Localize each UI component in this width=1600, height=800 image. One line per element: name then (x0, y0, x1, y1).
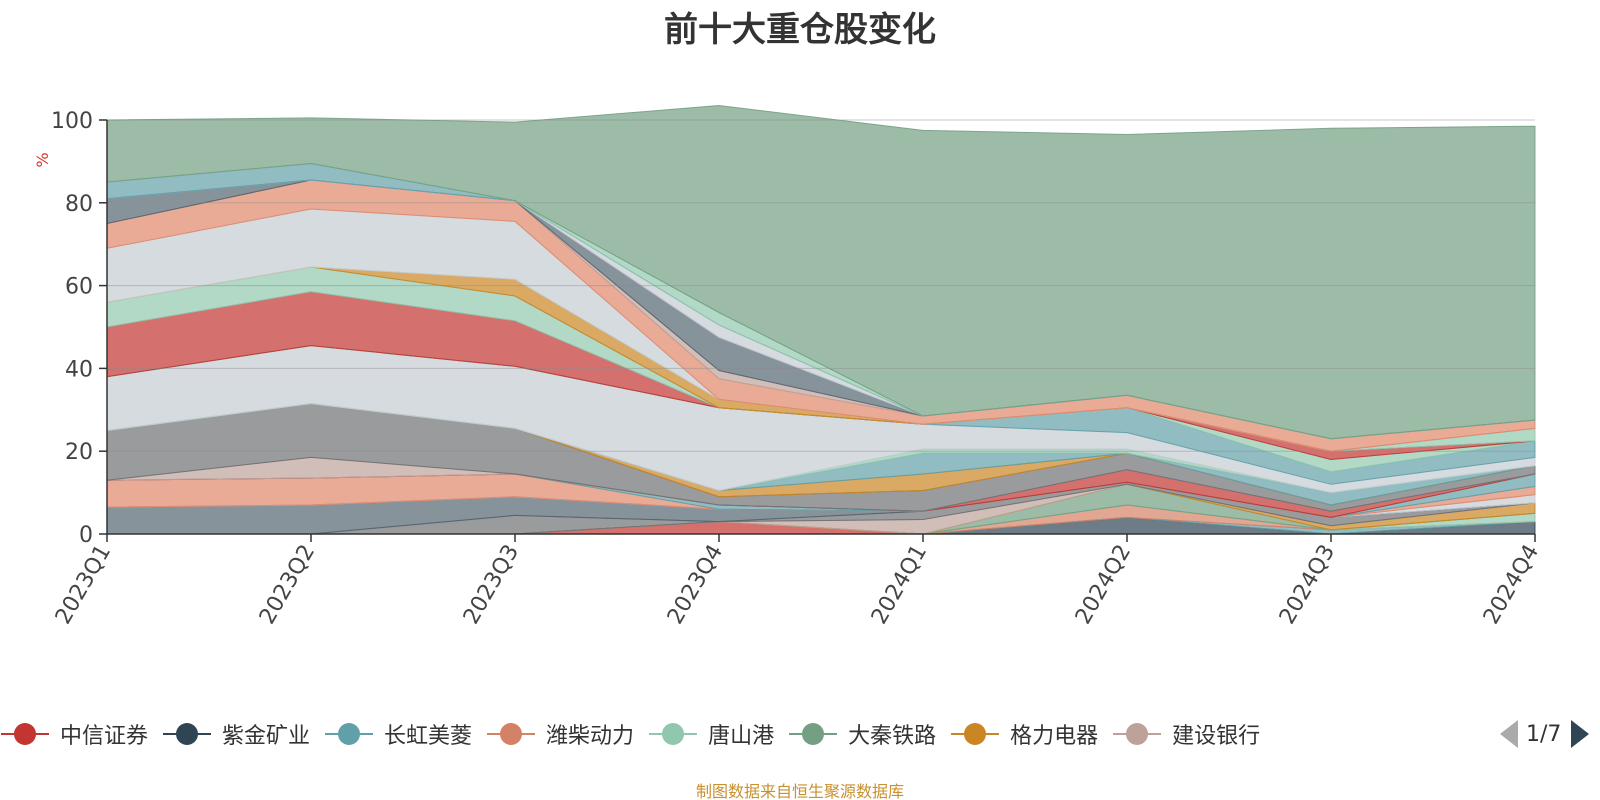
legend-label: 紫金矿业 (222, 724, 311, 749)
legend-item[interactable]: 大秦铁路 (788, 716, 936, 752)
legend-item[interactable]: 格力电器 (950, 716, 1098, 752)
area-series-33[interactable] (106, 104, 1536, 440)
area-layers (106, 104, 1536, 535)
legend-item[interactable]: 中信证券 (0, 716, 148, 752)
x-tick-label: 2024Q1 (867, 541, 932, 629)
legend-symbol-dot (14, 723, 36, 745)
legend-label: 唐山港 (708, 724, 775, 749)
legend-symbol-icon (1113, 723, 1162, 745)
legend-symbol-icon (487, 723, 536, 745)
legend-pager: 1/7 (1500, 716, 1590, 752)
legend-symbol-icon (325, 723, 374, 745)
legend: 中信证券 紫金矿业 长虹美菱 潍柴动力 唐山港 大秦铁路 格力电器 建设银行 (0, 716, 1490, 752)
x-tick-label: 2024Q2 (1071, 541, 1136, 629)
legend-next-page-icon[interactable] (1571, 720, 1590, 748)
legend-item[interactable]: 紫金矿业 (162, 716, 310, 752)
legend-symbol-icon (649, 723, 698, 745)
x-tick-label: 2024Q4 (1479, 541, 1544, 629)
y-tick-label: 100 (51, 109, 93, 134)
data-source-footnote: 制图数据来自恒生聚源数据库 (695, 782, 904, 800)
y-tick-label: 60 (65, 275, 93, 300)
legend-symbol-dot (964, 723, 987, 745)
legend-item[interactable]: 潍柴动力 (486, 716, 634, 752)
y-tick-label: 0 (79, 523, 93, 548)
legend-symbol-dot (176, 723, 199, 745)
grid-lines (107, 119, 1535, 452)
x-tick-label: 2023Q2 (255, 541, 320, 629)
legend-label: 潍柴动力 (546, 724, 635, 749)
legend-label: 中信证券 (60, 724, 149, 749)
legend-label: 建设银行 (1172, 724, 1261, 749)
legend-item[interactable]: 唐山港 (648, 716, 774, 752)
legend-symbol-icon (1, 723, 49, 745)
legend-symbol-dot (802, 723, 825, 745)
legend-label: 大秦铁路 (848, 724, 937, 749)
legend-item[interactable]: 长虹美菱 (324, 716, 472, 752)
x-tick-label: 2023Q4 (663, 541, 728, 629)
legend-label: 长虹美菱 (384, 724, 473, 749)
y-axis-unit-label: % (33, 152, 52, 167)
x-tick-label: 2023Q1 (51, 541, 116, 629)
legend-symbol-dot (662, 723, 685, 745)
chart-title: 前十大重仓股变化 (664, 10, 936, 50)
legend-label: 格力电器 (1010, 724, 1099, 749)
y-tick-label: 40 (65, 357, 93, 382)
legend-symbol-dot (338, 723, 361, 745)
legend-symbol-icon (789, 723, 838, 745)
y-tick-label: 80 (65, 192, 93, 217)
x-tick-label: 2024Q3 (1275, 541, 1340, 629)
legend-symbol-icon (163, 723, 212, 745)
y-tick-label: 20 (65, 440, 93, 465)
legend-symbol-icon (951, 723, 1000, 745)
legend-page-indicator: 1/7 (1526, 721, 1562, 747)
legend-symbol-dot (1126, 723, 1149, 745)
legend-symbol-dot (500, 723, 523, 745)
legend-item[interactable]: 建设银行 (1112, 716, 1260, 752)
legend-prev-page-icon[interactable] (1500, 720, 1518, 748)
x-tick-label: 2023Q3 (459, 541, 524, 629)
